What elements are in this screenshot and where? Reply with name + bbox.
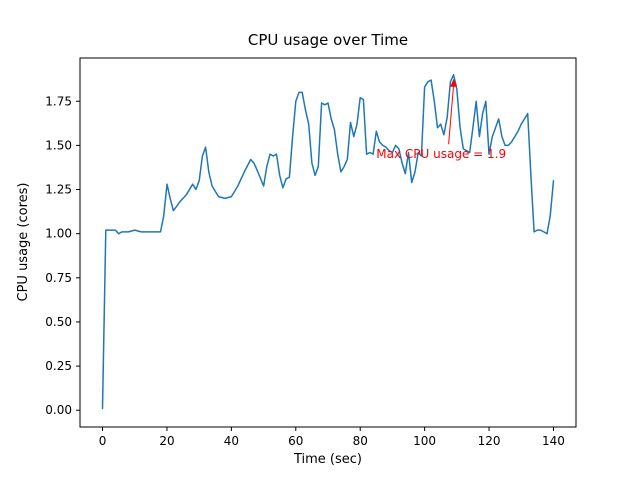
axes-group bbox=[79, 57, 577, 428]
y-tick-label: 0.75 bbox=[45, 271, 72, 285]
cpu-usage-line bbox=[101, 74, 555, 410]
series-group bbox=[101, 74, 555, 410]
x-tick-label: 140 bbox=[542, 434, 565, 448]
chart-title: CPU usage over Time bbox=[248, 31, 408, 49]
annotation-text: Max CPU usage = 1.9 bbox=[376, 147, 506, 161]
ticks-group: 0 20 40 60 80 100 120 140 0.00 0.25 0.50 0.75 1.00 1.… bbox=[45, 94, 565, 448]
x-tick-label: 60 bbox=[288, 434, 303, 448]
y-axis-label: CPU usage (cores) bbox=[16, 183, 31, 302]
y-tick-label: 1.25 bbox=[45, 183, 72, 197]
axes-spines bbox=[79, 57, 577, 428]
x-tick-label: 120 bbox=[478, 434, 501, 448]
x-tick-label: 20 bbox=[159, 434, 174, 448]
plot-area bbox=[80, 58, 576, 427]
annotation-arrowhead bbox=[450, 78, 458, 87]
x-tick-label: 80 bbox=[353, 434, 368, 448]
y-tick-label: 0.00 bbox=[45, 403, 72, 417]
y-tick-label: 0.25 bbox=[45, 359, 72, 373]
y-tick-label: 1.00 bbox=[45, 227, 72, 241]
y-tick-label: 0.50 bbox=[45, 315, 72, 329]
y-tick-label: 1.50 bbox=[45, 138, 72, 152]
max-annotation: Max CPU usage = 1.9 bbox=[376, 78, 506, 161]
x-tick-label: 0 bbox=[99, 434, 107, 448]
x-axis-label: Time (sec) bbox=[293, 452, 362, 467]
y-tick-label: 1.75 bbox=[45, 94, 72, 108]
annotation-arrow bbox=[448, 84, 455, 145]
x-tick-label: 100 bbox=[413, 434, 436, 448]
x-tick-label: 40 bbox=[224, 434, 239, 448]
